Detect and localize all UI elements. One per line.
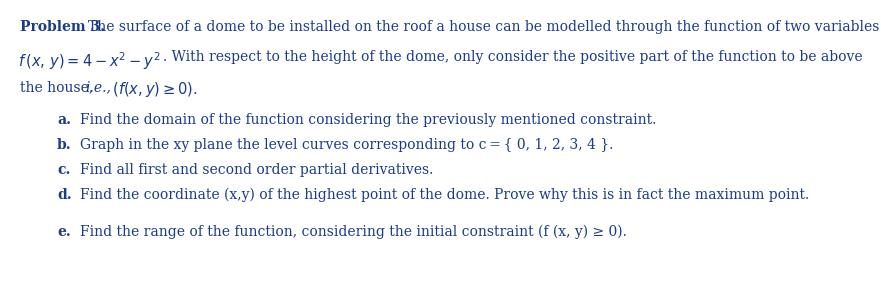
Text: Find the domain of the function considering the previously mentioned constraint.: Find the domain of the function consider… — [80, 113, 656, 127]
Text: Find all first and second order partial derivatives.: Find all first and second order partial … — [80, 163, 433, 177]
Text: the house,: the house, — [20, 80, 98, 94]
Text: . With respect to the height of the dome, only consider the positive part of the: . With respect to the height of the dome… — [163, 50, 862, 64]
Text: The surface of a dome to be installed on the roof a house can be modelled throug: The surface of a dome to be installed on… — [88, 20, 879, 34]
Text: Problem 3.: Problem 3. — [20, 20, 105, 34]
Text: $\,(f(x,y) \geq 0)$.: $\,(f(x,y) \geq 0)$. — [110, 80, 197, 99]
Text: e.: e. — [57, 225, 70, 239]
Text: c.: c. — [57, 163, 70, 177]
Text: a.: a. — [57, 113, 71, 127]
Text: d.: d. — [57, 188, 71, 202]
Text: Find the range of the function, considering the initial constraint (f (x, y) ≥ 0: Find the range of the function, consider… — [80, 225, 627, 239]
Text: b.: b. — [57, 138, 71, 152]
Text: Graph in the xy plane the level curves corresponding to c = { 0, 1, 2, 3, 4 }.: Graph in the xy plane the level curves c… — [80, 138, 613, 152]
Text: i.e.,: i.e., — [85, 80, 111, 94]
Text: Find the coordinate (x,y) of the highest point of the dome. Prove why this is in: Find the coordinate (x,y) of the highest… — [80, 188, 810, 202]
Text: $f\,(x,\,y) = 4 - x^2 - y^2$: $f\,(x,\,y) = 4 - x^2 - y^2$ — [18, 50, 160, 72]
